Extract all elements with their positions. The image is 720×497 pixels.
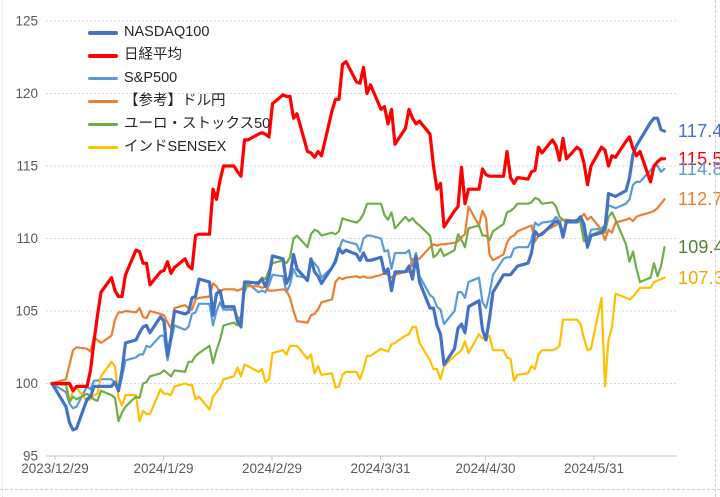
legend-label: ユーロ・ストックス50 (124, 116, 271, 133)
series-line-2 (50, 59, 667, 393)
x-axis-label: 2024/3/31 (350, 461, 410, 476)
y-axis-label: 120 (15, 86, 38, 101)
legend: NASDAQ100 日経平均 S&P500 【参考】ドル円ユーロ・ストックス50 インド… (88, 21, 270, 159)
y-axis-label: 95 (23, 449, 38, 464)
legend-label: 日経平均 (124, 47, 182, 64)
end-value-label-1: 117.4 (678, 121, 720, 141)
y-axis-label: 115 (16, 159, 38, 174)
legend-label: NASDAQ100 (124, 24, 210, 41)
legend-item-1: NASDAQ100 (88, 21, 270, 44)
x-axis-label: 2023/12/29 (21, 461, 89, 476)
y-axis-label: 105 (15, 304, 38, 319)
legend-label: S&P500 (124, 70, 178, 87)
legend-line-swatch (88, 77, 118, 80)
page-edge-right-divider (715, 0, 716, 497)
series-line-3 (50, 164, 666, 410)
y-axis-label: 100 (15, 376, 38, 391)
legend-item-4: 【参考】ドル円 (88, 90, 270, 113)
legend-line-swatch (88, 100, 118, 103)
series-line-4 (50, 198, 666, 385)
end-value-label-4: 112.7 (678, 189, 720, 209)
legend-label: 【参考】ドル円 (124, 93, 226, 110)
legend-item-5: ユーロ・ストックス50 (88, 113, 270, 136)
end-value-label-2: 115.5 (678, 149, 720, 169)
legend-item-3: S&P500 (88, 67, 270, 90)
legend-line-swatch (88, 146, 118, 149)
x-axis-label: 2024/5/31 (564, 461, 624, 476)
end-value-label-6: 107.3 (678, 268, 720, 288)
legend-item-2: 日経平均 (88, 44, 270, 67)
x-axis-label: 2024/1/29 (133, 461, 193, 476)
x-axis-label: 2024/4/30 (455, 461, 515, 476)
y-axis-label: 125 (15, 14, 38, 29)
legend-label: インドSENSEX (124, 139, 227, 156)
series-line-5 (50, 196, 666, 423)
end-value-label-3: 114.8 (678, 159, 720, 179)
series-line-6 (50, 276, 666, 423)
end-value-label-5: 109.4 (678, 237, 720, 257)
legend-line-swatch (88, 30, 118, 35)
legend-line-swatch (88, 123, 118, 126)
y-axis-label: 110 (16, 231, 38, 246)
page-edge-bottom-divider (0, 489, 720, 490)
legend-line-swatch (88, 53, 118, 58)
x-axis-label: 2024/2/29 (242, 461, 302, 476)
page-edge-left-divider (2, 0, 3, 497)
series-line-1 (50, 116, 667, 432)
legend-item-6: インドSENSEX (88, 136, 270, 159)
